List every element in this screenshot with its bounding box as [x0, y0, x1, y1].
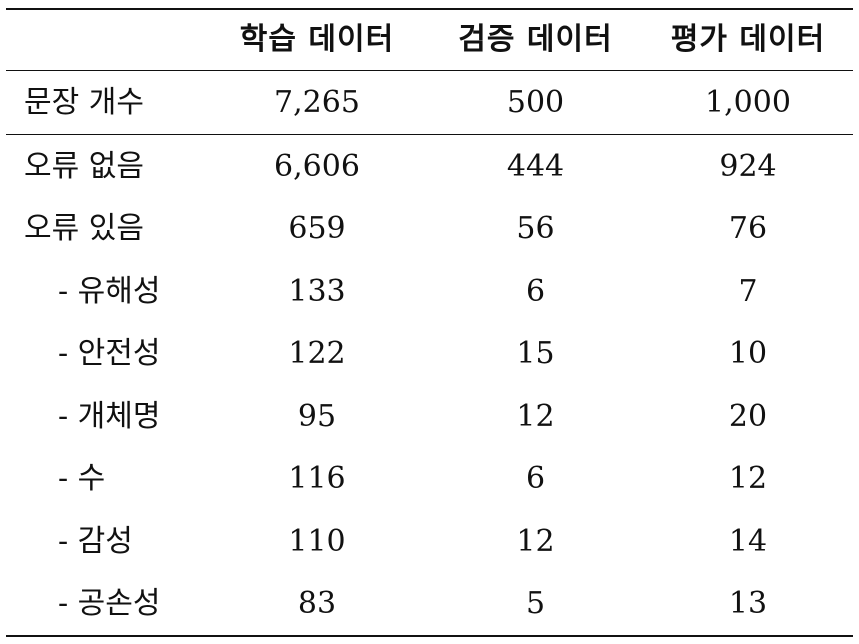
table-body: 오류 없음 6,606 444 924 오류 있음 659 56 76- 유해성 133 6 7- … — [6, 135, 853, 635]
cell-validation: 6 — [525, 461, 546, 497]
cell-train: 133 — [288, 273, 346, 309]
table-row: - 안전성 122 15 10 — [6, 323, 853, 386]
header-train: 학습 데이터 — [239, 22, 395, 57]
cell-train: 110 — [288, 523, 346, 559]
cell-test: 7 — [738, 273, 758, 309]
cell-train: 116 — [288, 461, 346, 497]
cell-validation: 444 — [506, 148, 565, 184]
cell-test: 924 — [719, 148, 777, 184]
cell-train: 659 — [288, 211, 346, 247]
table-row: 오류 있음 659 56 76 — [6, 198, 853, 261]
row-label: 오류 없음 — [24, 148, 144, 184]
cell-test: 14 — [728, 523, 768, 559]
cell-train: 7,265 — [274, 84, 360, 120]
cell-validation: 56 — [516, 211, 555, 247]
cell-validation: 500 — [506, 84, 565, 120]
table-row: 오류 없음 6,606 444 924 — [6, 135, 853, 198]
cell-train: 83 — [297, 586, 337, 622]
row-label: - 유해성 — [58, 273, 161, 309]
cell-train: 95 — [297, 398, 337, 434]
cell-validation: 6 — [525, 273, 546, 309]
cell-test: 13 — [728, 586, 768, 622]
table-row: - 공손성 83 5 13 — [6, 573, 853, 636]
cell-validation: 15 — [516, 336, 555, 372]
row-label: 문장 개수 — [24, 84, 144, 120]
table-row: - 수 116 6 12 — [6, 448, 853, 511]
summary-row: 문장 개수 7,265 500 1,000 — [6, 71, 853, 134]
row-label: - 안전성 — [58, 336, 161, 372]
row-label: 오류 있음 — [24, 211, 144, 247]
data-table: 학습 데이터 검증 데이터 평가 데이터 문장 개수 7,265 500 1,0… — [6, 8, 853, 638]
summary-rule — [6, 133, 853, 136]
cell-train: 122 — [288, 336, 346, 372]
top-rule — [6, 8, 853, 10]
row-label: - 공손성 — [58, 586, 161, 622]
table-row: - 감성 110 12 14 — [6, 510, 853, 573]
row-label: - 수 — [58, 461, 106, 497]
cell-validation: 12 — [516, 523, 555, 559]
table-row: - 유해성 133 6 7 — [6, 260, 853, 323]
cell-test: 10 — [728, 336, 768, 372]
cell-test: 12 — [728, 461, 768, 497]
cell-validation: 5 — [525, 586, 546, 622]
row-label: - 감성 — [58, 523, 133, 559]
table-row: - 개체명 95 12 20 — [6, 385, 853, 448]
cell-test: 76 — [728, 211, 768, 247]
cell-test: 20 — [728, 398, 768, 434]
cell-test: 1,000 — [705, 84, 791, 120]
cell-train: 6,606 — [274, 148, 360, 184]
row-label: - 개체명 — [58, 398, 161, 434]
cell-validation: 12 — [516, 398, 555, 434]
header-test: 평가 데이터 — [670, 22, 826, 57]
header-rule — [6, 70, 853, 72]
header-row: 학습 데이터 검증 데이터 평가 데이터 — [6, 10, 853, 70]
bottom-rule — [6, 635, 853, 638]
header-validation: 검증 데이터 — [458, 22, 613, 57]
